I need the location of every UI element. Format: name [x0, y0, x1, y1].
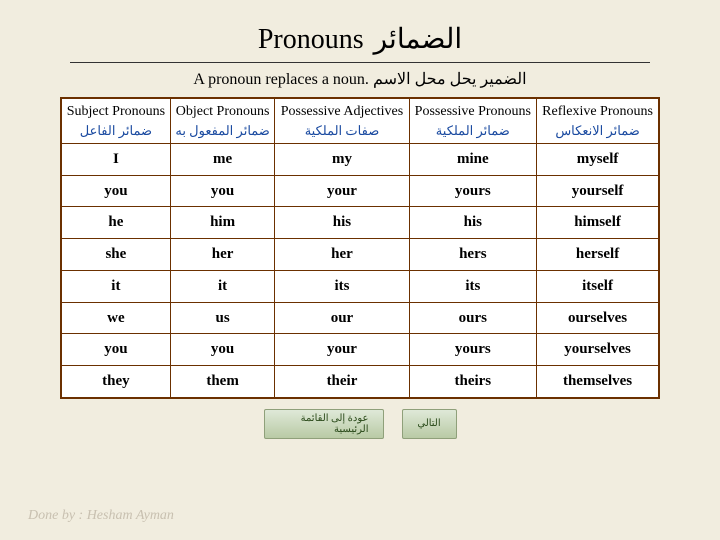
col-header-en: Object Pronouns: [173, 103, 273, 121]
col-header-en: Subject Pronouns: [64, 103, 168, 121]
cell: your: [275, 175, 409, 207]
cell: you: [61, 334, 170, 366]
title-arabic: الضمائر: [374, 24, 463, 55]
cell: my: [275, 143, 409, 175]
back-button-label: عودة إلى القائمة الرئيسية: [279, 413, 369, 435]
table-row: we us our ours ourselves: [61, 302, 659, 334]
cell: ours: [409, 302, 537, 334]
cell: you: [170, 334, 275, 366]
cell: his: [275, 207, 409, 239]
cell: their: [275, 366, 409, 398]
col-header-ar: صفات الملكية: [277, 123, 406, 139]
cell: her: [275, 239, 409, 271]
cell: he: [61, 207, 170, 239]
cell: yourself: [537, 175, 659, 207]
table-row: you you your yours yourself: [61, 175, 659, 207]
col-header-poss-pron: Possessive Pronouns ضمائر الملكية: [409, 98, 537, 143]
cell: myself: [537, 143, 659, 175]
cell: them: [170, 366, 275, 398]
pronouns-table: Subject Pronouns ضمائر الفاعل Object Pro…: [60, 97, 660, 399]
col-header-ar: ضمائر الفاعل: [64, 123, 168, 139]
cell: you: [61, 175, 170, 207]
cell: themselves: [537, 366, 659, 398]
cell: I: [61, 143, 170, 175]
col-header-object: Object Pronouns ضمائر المفعول به: [170, 98, 275, 143]
col-header-ar: ضمائر المفعول به: [173, 123, 273, 139]
col-header-en: Reflexive Pronouns: [539, 103, 656, 121]
table-row: they them their theirs themselves: [61, 366, 659, 398]
cell: we: [61, 302, 170, 334]
table-header-row: Subject Pronouns ضمائر الفاعل Object Pro…: [61, 98, 659, 143]
cell: its: [409, 270, 537, 302]
col-header-poss-adj: Possessive Adjectives صفات الملكية: [275, 98, 409, 143]
cell: her: [170, 239, 275, 271]
cell: you: [170, 175, 275, 207]
cell: it: [170, 270, 275, 302]
cell: hers: [409, 239, 537, 271]
cell: yours: [409, 175, 537, 207]
next-button[interactable]: التالي: [402, 409, 457, 439]
table-body: I me my mine myself you you your yours y…: [61, 143, 659, 398]
cell: its: [275, 270, 409, 302]
cell: itself: [537, 270, 659, 302]
cell: us: [170, 302, 275, 334]
table-row: it it its its itself: [61, 270, 659, 302]
cell: herself: [537, 239, 659, 271]
col-header-subject: Subject Pronouns ضمائر الفاعل: [61, 98, 170, 143]
cell: ourselves: [537, 302, 659, 334]
cell: our: [275, 302, 409, 334]
cell: your: [275, 334, 409, 366]
cell: himself: [537, 207, 659, 239]
table-row: she her her hers herself: [61, 239, 659, 271]
cell: theirs: [409, 366, 537, 398]
author-credit: Done by : Hesham Ayman: [28, 508, 174, 524]
cell: me: [170, 143, 275, 175]
subtitle-row: A pronoun replaces a noun. الضمير يحل مح…: [0, 63, 720, 97]
cell: mine: [409, 143, 537, 175]
cell: his: [409, 207, 537, 239]
title-english: Pronouns: [258, 24, 364, 55]
subtitle-english: A pronoun replaces a noun.: [193, 71, 369, 88]
cell: they: [61, 366, 170, 398]
table-row: I me my mine myself: [61, 143, 659, 175]
subtitle-arabic: الضمير يحل محل الاسم: [373, 71, 527, 88]
col-header-ar: ضمائر الملكية: [412, 123, 535, 139]
col-header-reflexive: Reflexive Pronouns ضمائر الانعكاس: [537, 98, 659, 143]
back-button[interactable]: عودة إلى القائمة الرئيسية: [264, 409, 384, 439]
col-header-ar: ضمائر الانعكاس: [539, 123, 656, 139]
footer-buttons: عودة إلى القائمة الرئيسية التالي: [0, 409, 720, 439]
table-row: you you your yours yourselves: [61, 334, 659, 366]
cell: yourselves: [537, 334, 659, 366]
cell: him: [170, 207, 275, 239]
col-header-en: Possessive Pronouns: [412, 103, 535, 121]
next-button-label: التالي: [417, 418, 440, 429]
cell: yours: [409, 334, 537, 366]
title-row: Pronouns الضمائر: [0, 0, 720, 62]
cell: she: [61, 239, 170, 271]
cell: it: [61, 270, 170, 302]
table-row: he him his his himself: [61, 207, 659, 239]
col-header-en: Possessive Adjectives: [277, 103, 406, 121]
